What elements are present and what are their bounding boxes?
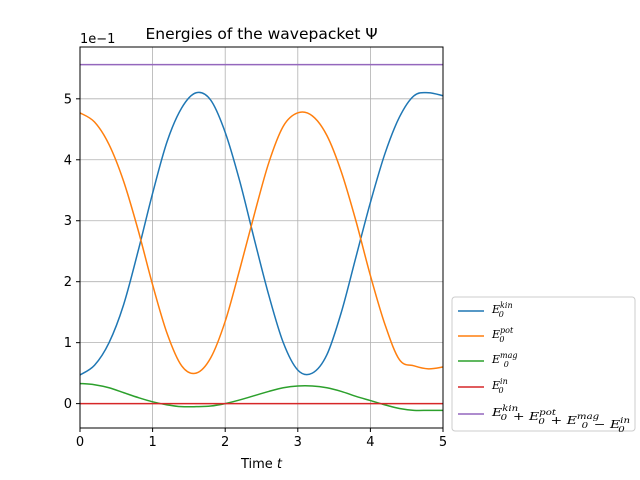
legend-label-kin: Ekin 0 bbox=[491, 301, 513, 319]
x-tick-label: 1 bbox=[148, 435, 156, 450]
legend-label-pot: Epot 0 bbox=[491, 326, 514, 344]
series-line-pot bbox=[79, 111, 444, 375]
x-tick-label: 0 bbox=[76, 435, 84, 450]
x-axis: 0 1 2 3 4 5 bbox=[76, 428, 447, 450]
legend-label-mag: Emag 0 bbox=[491, 351, 518, 369]
x-tick-label: 2 bbox=[221, 435, 229, 450]
y-tick-label: 2 bbox=[64, 275, 72, 290]
x-axis-label: Time t bbox=[240, 457, 283, 472]
x-axis-label-text: Time bbox=[240, 457, 273, 472]
x-tick-label: 4 bbox=[366, 435, 374, 450]
x-tick-label: 3 bbox=[294, 435, 302, 450]
series-line-mag bbox=[79, 382, 443, 412]
legend-label-in: Ein 0 bbox=[491, 377, 508, 395]
y-tick-label: 4 bbox=[64, 153, 72, 168]
series-line-kin bbox=[79, 91, 444, 376]
y-tick-label: 3 bbox=[64, 214, 72, 229]
offset-text: 1e−1 bbox=[80, 32, 115, 47]
y-axis: 0 1 2 3 4 5 bbox=[64, 92, 80, 412]
legend-box bbox=[451, 296, 636, 432]
chart-title: Energies of the wavepacket Ψ bbox=[145, 25, 377, 43]
plot-area bbox=[79, 63, 444, 412]
y-tick-label: 0 bbox=[64, 397, 72, 412]
x-tick-label: 5 bbox=[439, 435, 447, 450]
y-tick-label: 5 bbox=[64, 92, 72, 107]
x-axis-label-variable: t bbox=[277, 457, 283, 472]
y-tick-label: 1 bbox=[64, 336, 72, 351]
axes-frame bbox=[79, 46, 444, 429]
